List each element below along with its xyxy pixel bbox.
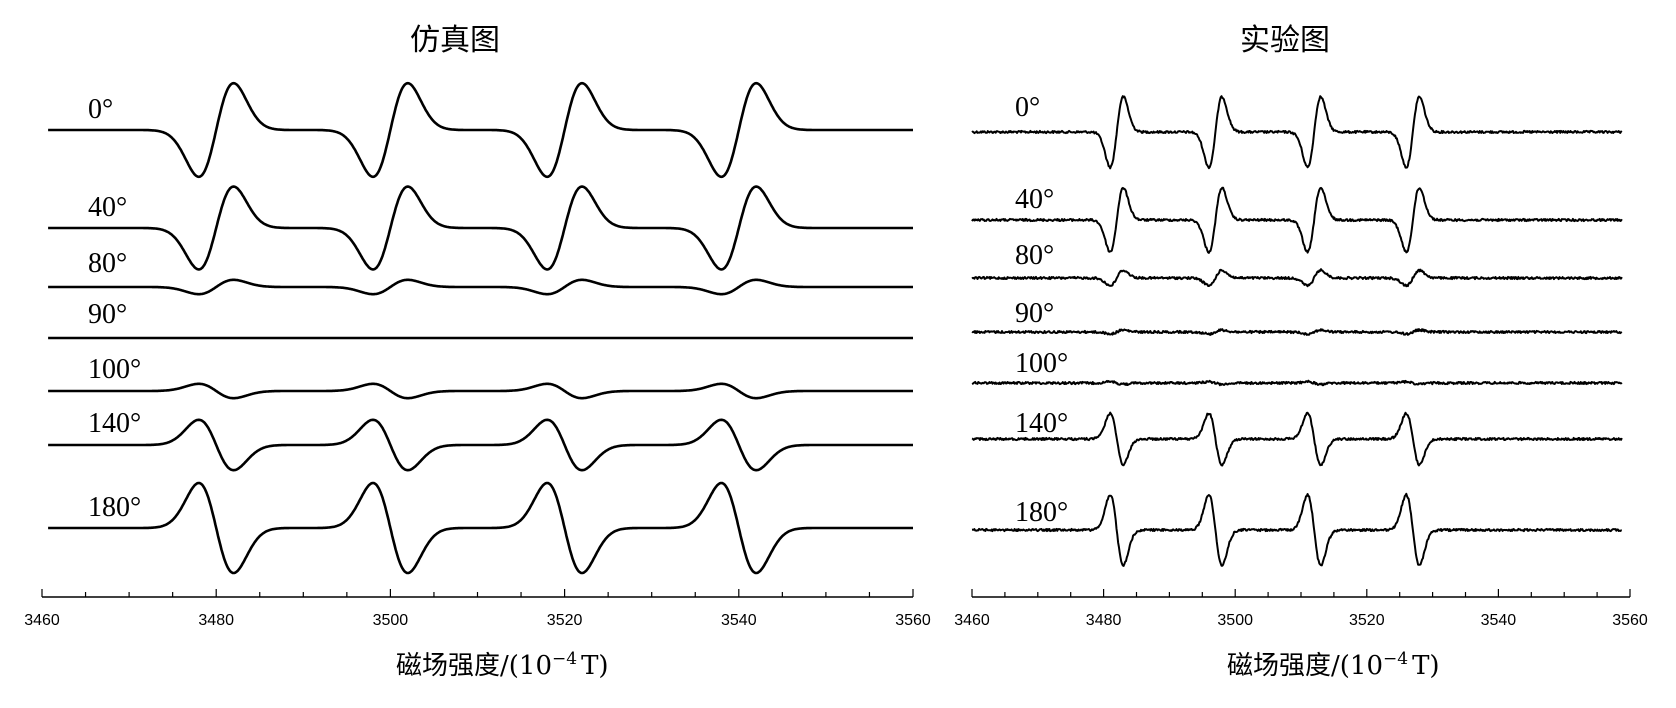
x-axis-label: 磁场强度/(10−4 T) [396, 649, 609, 681]
svg-text:90°: 90° [88, 299, 127, 330]
svg-text:0°: 0° [1015, 92, 1040, 123]
series-line [47, 278, 914, 296]
svg-text:40°: 40° [88, 192, 127, 223]
x-tick-label: 3460 [24, 612, 60, 629]
svg-text:140°: 140° [88, 408, 141, 439]
svg-text:40°: 40° [1015, 184, 1054, 215]
series-line [971, 492, 1623, 567]
x-tick-label: 3560 [1612, 612, 1648, 629]
angle-label: 0° 40° 80° 90° 100° 140° 180° [88, 94, 141, 523]
series-line [971, 411, 1623, 467]
x-tick-label: 3520 [547, 612, 583, 629]
x-tick-label: 3540 [1481, 612, 1517, 629]
x-tick-label: 3480 [1086, 612, 1122, 629]
x-axis-label: 磁场强度/(10−4 T) [1227, 649, 1440, 681]
x-tick-label: 3520 [1349, 612, 1385, 629]
svg-text:0°: 0° [88, 94, 113, 125]
series-line [47, 382, 914, 400]
x-tick-label: 3560 [895, 612, 931, 629]
x-tick-label: 3500 [373, 612, 409, 629]
x-tick-label: 3540 [721, 612, 757, 629]
panel-title: 仿真图 [410, 23, 500, 58]
svg-text:100°: 100° [1015, 348, 1068, 379]
svg-text:180°: 180° [88, 492, 141, 523]
svg-text:90°: 90° [1015, 298, 1054, 329]
panel-title: 实验图 [1240, 23, 1330, 58]
svg-text:80°: 80° [1015, 240, 1054, 271]
series-line [47, 185, 914, 271]
series-line [47, 81, 914, 179]
series-line [971, 328, 1623, 336]
svg-text:140°: 140° [1015, 408, 1068, 439]
svg-text:180°: 180° [1015, 497, 1068, 528]
series-line [971, 95, 1623, 170]
x-tick-label: 3500 [1217, 612, 1253, 629]
angle-label: 0° 40° 80° 90° 100° 140° 180° [1015, 92, 1068, 528]
x-tick-label: 3480 [198, 612, 234, 629]
x-tick-label: 3460 [954, 612, 990, 629]
svg-text:80°: 80° [88, 248, 127, 279]
series-line [971, 268, 1623, 288]
series-line [971, 379, 1623, 387]
series-line [47, 481, 914, 575]
series-line [47, 418, 914, 472]
svg-text:100°: 100° [88, 354, 141, 385]
series-line [971, 186, 1623, 254]
